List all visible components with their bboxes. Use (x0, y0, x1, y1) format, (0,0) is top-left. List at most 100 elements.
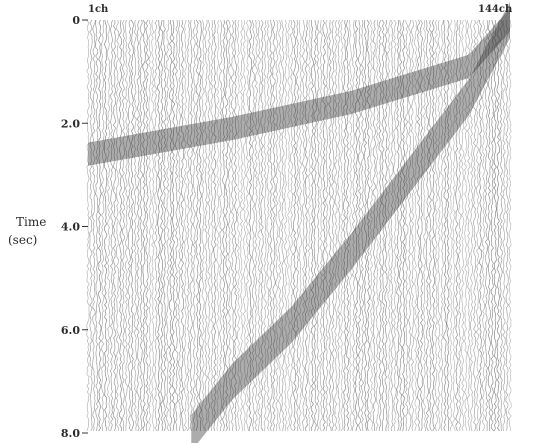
trace-56 (248, 19, 252, 432)
y-tick-label: 6.0 (61, 324, 80, 337)
trace-2 (89, 19, 93, 432)
trace-14 (124, 19, 128, 432)
trace-53 (239, 19, 244, 432)
trace-136 (484, 19, 489, 432)
trace-107 (399, 19, 403, 432)
trace-138 (490, 19, 494, 432)
trace-142 (502, 20, 506, 432)
trace-54 (242, 19, 247, 432)
trace-58 (254, 19, 258, 432)
trace-43 (210, 20, 214, 432)
trace-69 (287, 19, 291, 432)
trace-28 (165, 19, 170, 432)
trace-119 (434, 19, 438, 432)
trace-122 (443, 19, 447, 432)
trace-31 (174, 19, 179, 432)
trace-20 (142, 19, 146, 432)
trace-110 (407, 19, 412, 432)
trace-8 (106, 19, 111, 432)
trace-38 (195, 19, 199, 432)
trace-36 (189, 19, 193, 432)
trace-15 (127, 19, 131, 432)
trace-113 (416, 19, 421, 432)
plot-area (86, 19, 512, 432)
trace-62 (266, 19, 270, 432)
trace-96 (366, 19, 371, 432)
y-tick-label: 2.0 (61, 117, 80, 130)
trace-83 (328, 19, 332, 432)
trace-16 (130, 19, 134, 432)
trace-90 (348, 19, 353, 432)
trace-30 (171, 19, 176, 432)
trace-102 (384, 19, 388, 432)
trace-33 (180, 19, 185, 432)
trace-103 (387, 19, 391, 432)
trace-127 (458, 19, 462, 432)
trace-106 (396, 19, 400, 432)
trace-32 (177, 19, 182, 432)
trace-9 (109, 19, 114, 432)
trace-79 (316, 19, 320, 432)
trace-52 (236, 19, 241, 432)
trace-132 (472, 19, 477, 432)
trace-35 (186, 19, 190, 432)
trace-63 (269, 19, 273, 432)
trace-120 (437, 19, 441, 432)
trace-78 (313, 19, 317, 432)
x-label-start: 1ch (88, 4, 109, 15)
trace-60 (260, 19, 264, 432)
trace-49 (227, 19, 232, 431)
y-tick-label: 0 (72, 14, 80, 27)
trace-66 (278, 19, 282, 432)
trace-139 (493, 19, 497, 432)
trace-115 (422, 19, 427, 432)
arrival-band-1 (88, 8, 510, 166)
trace-98 (372, 19, 376, 431)
trace-92 (354, 19, 359, 432)
trace-77 (310, 19, 315, 431)
trace-1 (86, 19, 90, 432)
trace-143 (505, 19, 509, 432)
trace-76 (307, 19, 312, 432)
trace-27 (163, 19, 167, 432)
arrival-bands (88, 1, 510, 443)
trace-114 (419, 19, 424, 432)
trace-105 (393, 19, 397, 432)
trace-11 (115, 19, 120, 432)
trace-111 (410, 19, 415, 432)
trace-88 (343, 19, 347, 432)
trace-70 (289, 19, 294, 432)
trace-75 (304, 19, 309, 432)
trace-87 (340, 19, 344, 432)
trace-72 (295, 19, 300, 432)
trace-117 (428, 19, 433, 432)
trace-50 (230, 19, 235, 431)
trace-37 (192, 19, 196, 432)
trace-47 (222, 19, 226, 432)
trace-97 (369, 19, 373, 432)
trace-80 (319, 19, 323, 432)
trace-86 (337, 19, 341, 432)
trace-118 (431, 19, 435, 432)
trace-48 (225, 19, 229, 432)
trace-129 (464, 19, 468, 432)
trace-134 (478, 20, 483, 432)
trace-59 (257, 19, 261, 432)
trace-89 (346, 19, 350, 432)
trace-121 (440, 19, 444, 432)
trace-73 (298, 19, 303, 432)
trace-19 (139, 19, 143, 432)
trace-137 (487, 19, 491, 432)
trace-94 (360, 19, 365, 432)
trace-18 (136, 19, 140, 432)
trace-57 (251, 19, 255, 432)
trace-91 (351, 19, 356, 431)
trace-42 (207, 19, 211, 432)
y-tick-label: 8.0 (61, 427, 80, 440)
y-axis-ticks: 0 2.0 4.0 6.0 8.0 (61, 14, 88, 440)
trace-81 (322, 19, 326, 432)
trace-44 (213, 19, 217, 432)
trace-13 (121, 19, 126, 431)
trace-71 (292, 19, 297, 432)
